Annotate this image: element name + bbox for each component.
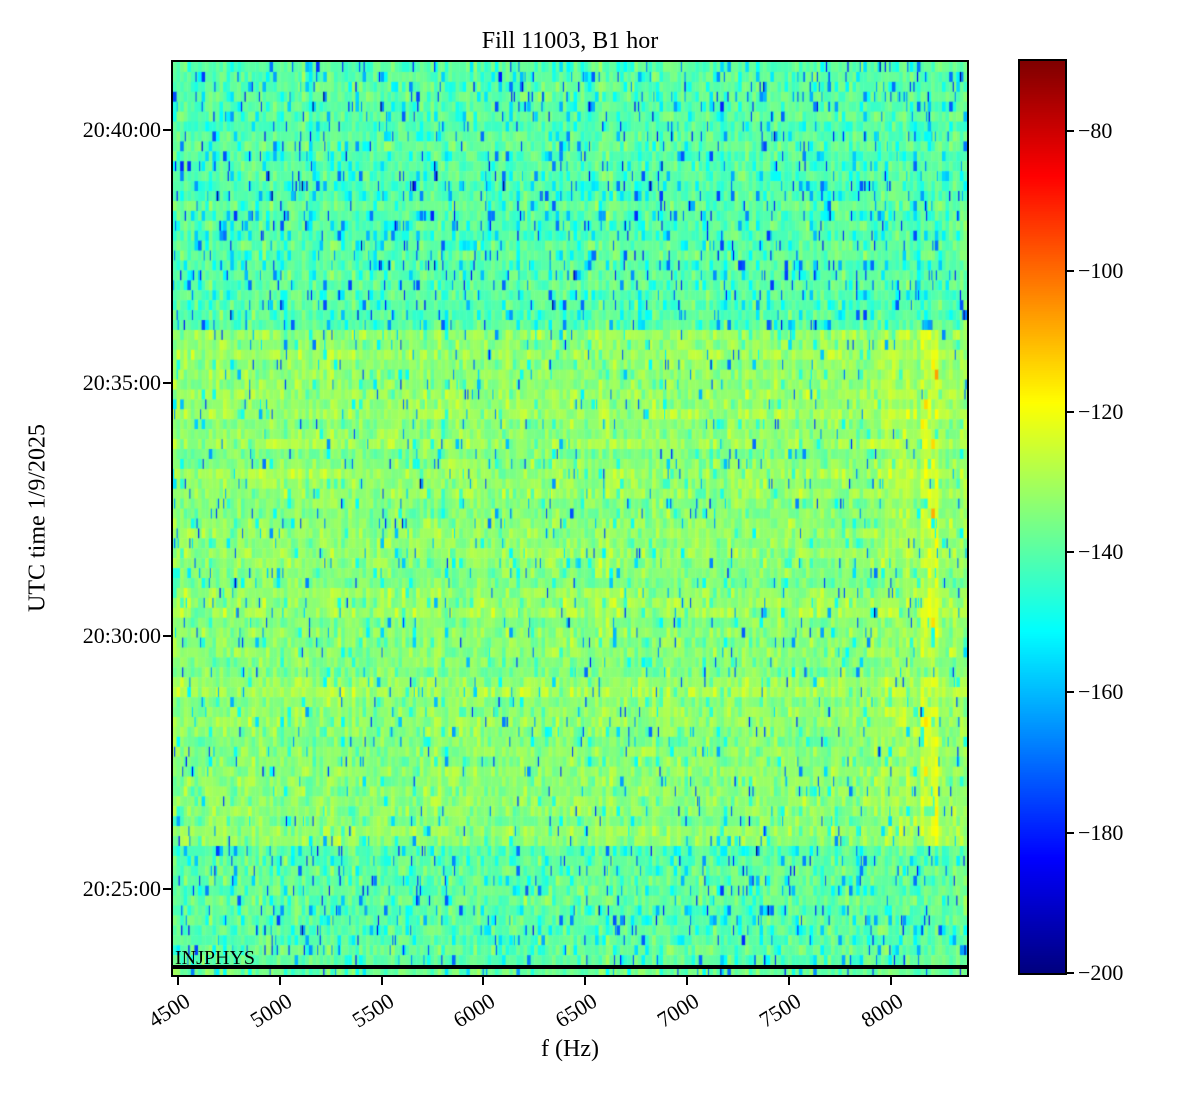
colorbar-tick-label: −180 — [1078, 819, 1124, 845]
colorbar-tick — [1067, 972, 1074, 974]
colorbar-tick — [1067, 551, 1074, 554]
colorbar-tick — [1067, 831, 1074, 834]
x-tick — [889, 977, 892, 985]
y-axis-label: UTC time 1/9/2025 — [24, 424, 51, 612]
x-tick-label: 4500 — [143, 988, 195, 1033]
y-tick-label: 20:30:00 — [82, 623, 161, 649]
x-tick — [278, 977, 281, 985]
x-tick-label: 7500 — [754, 988, 806, 1033]
x-axis-label: f (Hz) — [541, 1036, 599, 1062]
x-tick-label: 6000 — [449, 988, 500, 1033]
y-tick — [163, 888, 171, 890]
x-tick — [380, 977, 383, 985]
y-tick-label: 20:40:00 — [82, 117, 161, 143]
y-tick — [163, 382, 171, 385]
plot-title: Fill 11003, B1 hor — [481, 28, 659, 54]
colorbar-gradient — [1020, 61, 1065, 973]
x-tick — [584, 977, 587, 985]
spectrogram-heatmap — [173, 62, 967, 975]
colorbar-tick — [1067, 410, 1074, 413]
injphys-annotation: INJPHYS — [175, 947, 256, 969]
colorbar-tick-label: −100 — [1078, 258, 1124, 284]
injphys-marker-line — [173, 965, 967, 969]
colorbar-tick — [1067, 270, 1074, 273]
y-tick-label: 20:35:00 — [82, 370, 161, 396]
y-tick — [163, 129, 171, 132]
colorbar-tick-label: −160 — [1078, 679, 1124, 705]
colorbar-tick-label: −140 — [1078, 539, 1124, 565]
x-tick-label: 6500 — [550, 988, 602, 1033]
colorbar-tick-label: −80 — [1078, 118, 1113, 144]
x-tick — [482, 977, 485, 985]
x-tick-label: 5500 — [347, 988, 398, 1033]
x-tick — [686, 977, 689, 985]
x-tick-label: 7000 — [652, 988, 704, 1033]
x-tick-label: 5000 — [245, 988, 297, 1033]
colorbar-tick — [1067, 130, 1074, 133]
colorbar-tick — [1067, 691, 1074, 694]
x-tick — [177, 977, 180, 985]
y-tick-label: 20:25:00 — [82, 876, 161, 901]
colorbar-tick-label: −200 — [1078, 960, 1124, 985]
x-tick-label: 8000 — [856, 988, 907, 1033]
y-tick — [163, 635, 171, 638]
colorbar-tick-label: −120 — [1078, 398, 1124, 424]
plot-area — [171, 60, 969, 977]
colorbar — [1018, 59, 1067, 975]
x-tick — [787, 977, 790, 985]
